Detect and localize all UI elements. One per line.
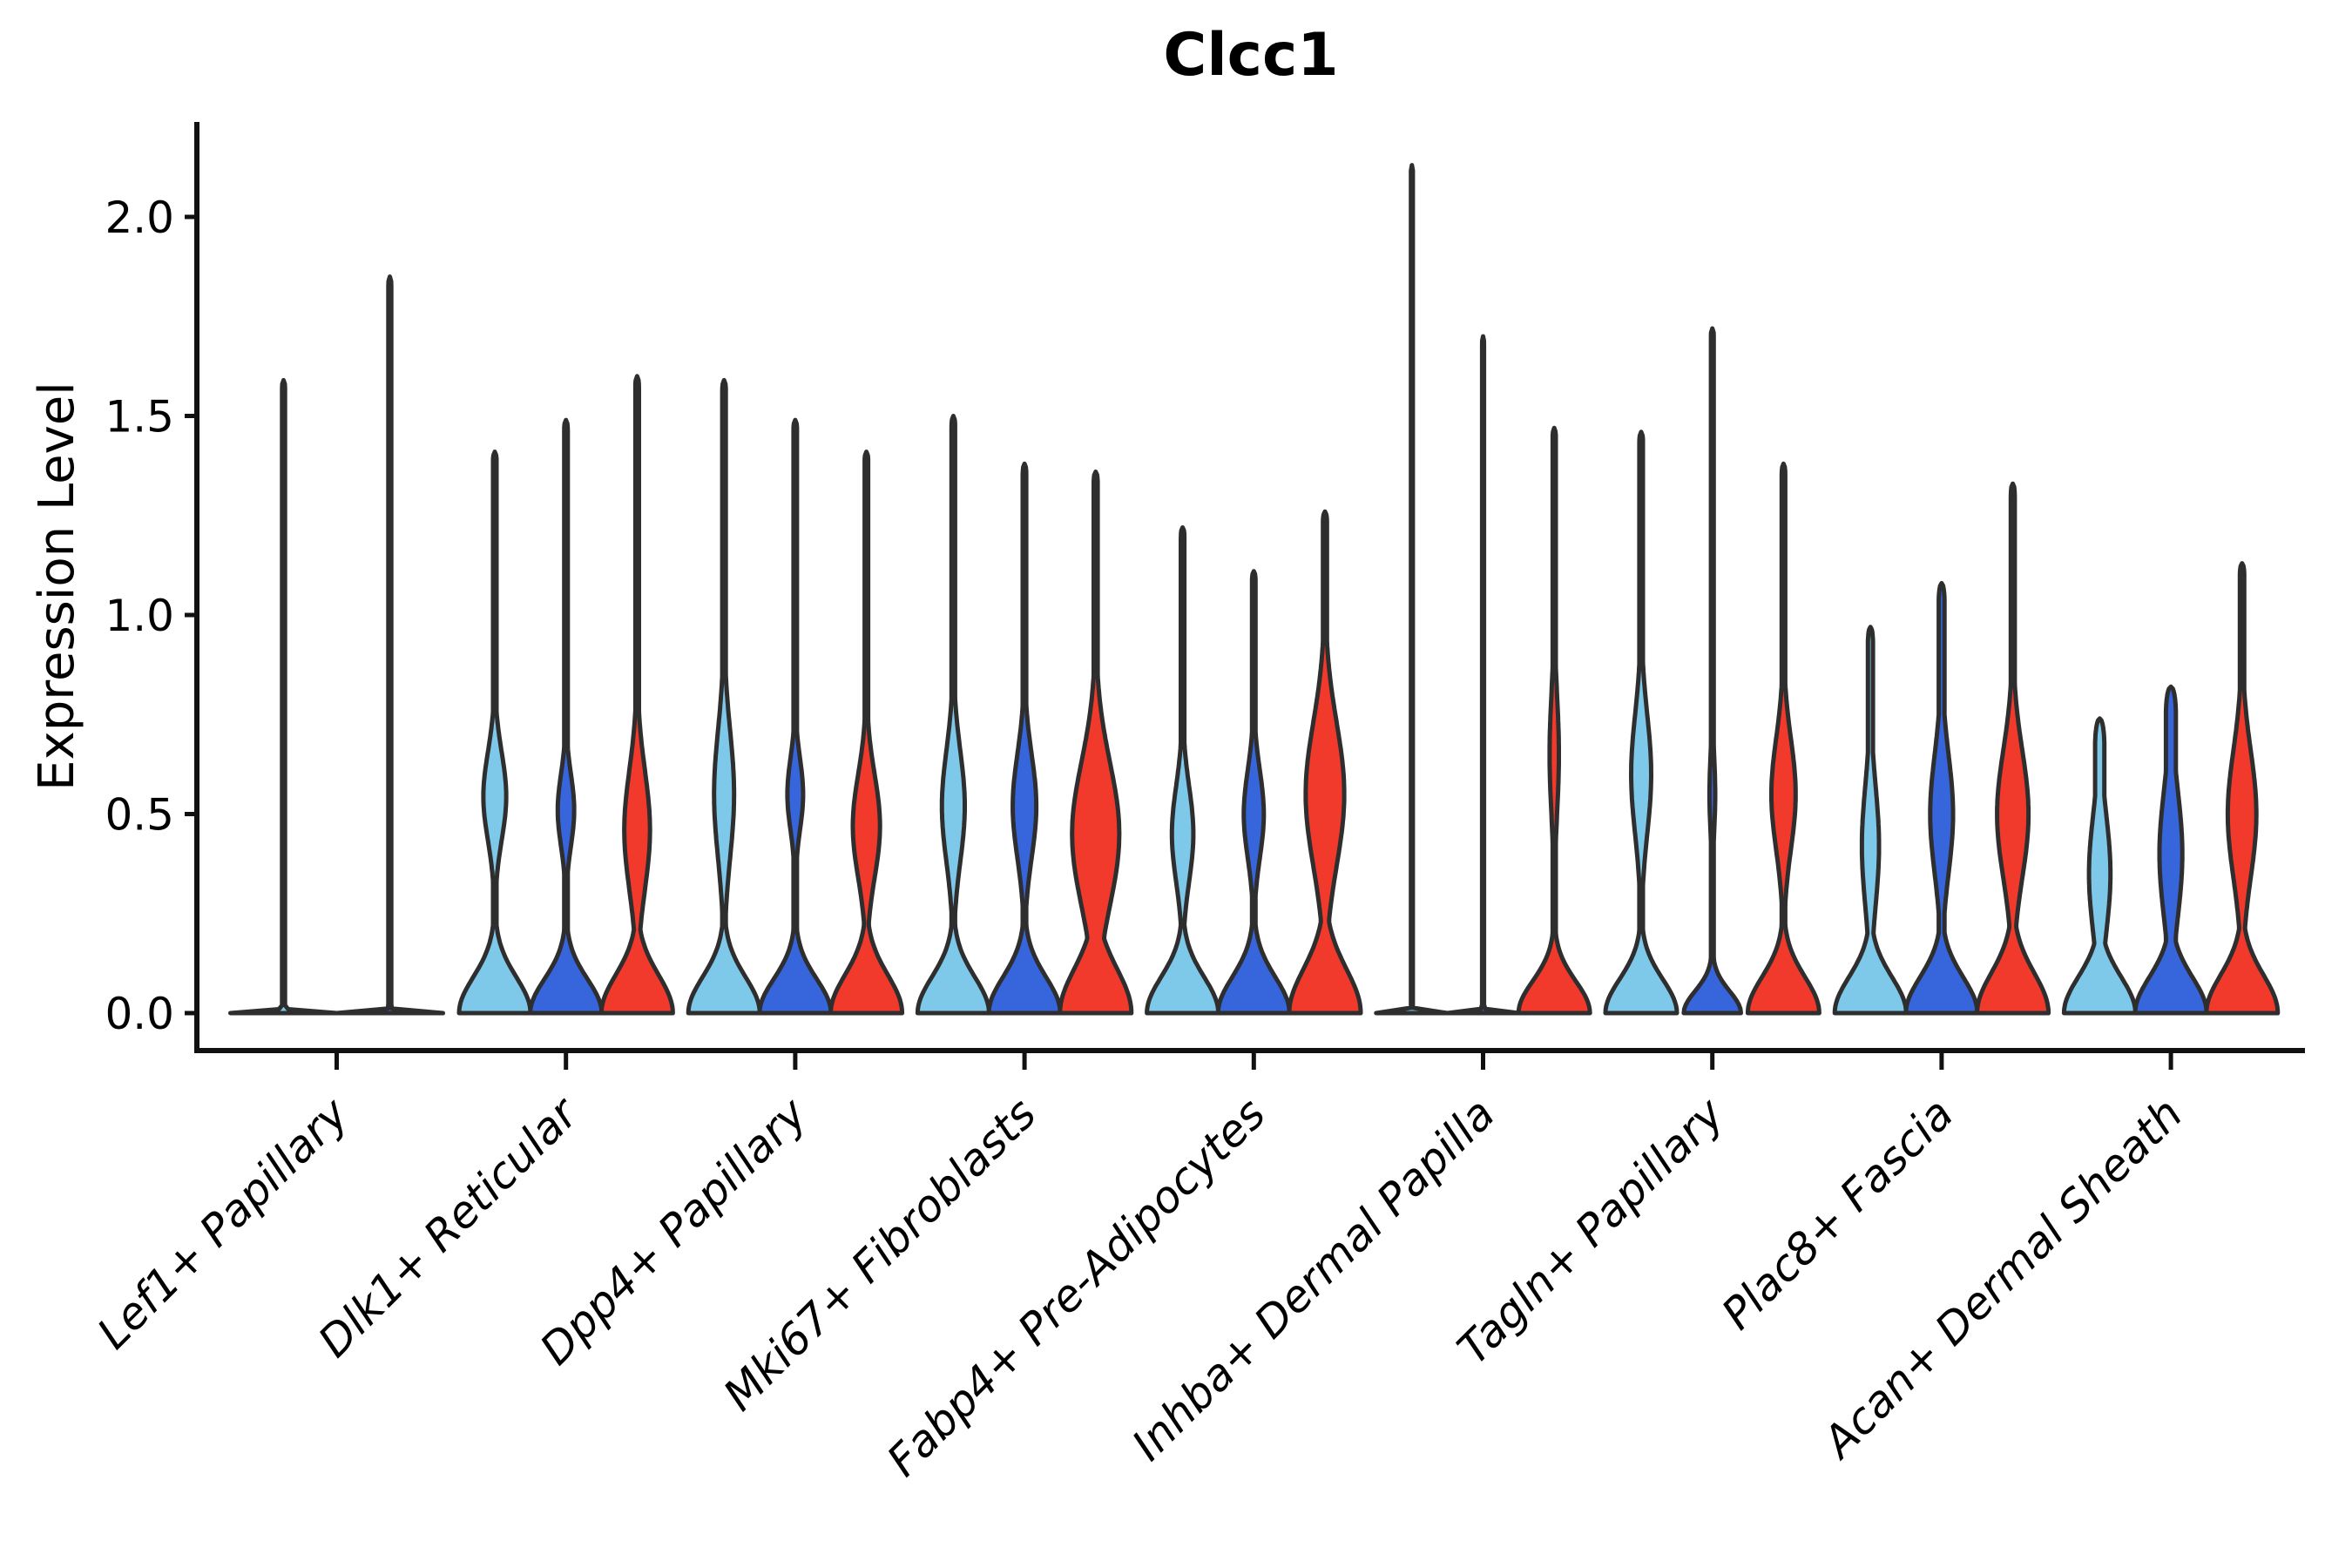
violin-dlk1-red [598,374,675,1016]
x-tick-label: Fabp4+ Pre-Adipocytes [877,1088,1275,1486]
violin-tagln-skyblue [1603,429,1680,1016]
violin-inhba-skyblue [1374,163,1450,1016]
x-tick-label: Acan+ Dermal Sheath [1812,1088,2193,1469]
violin-tagln-red [1745,461,1821,1016]
violin-fabp4-red [1287,509,1363,1016]
violin-inhba-royalblue [1445,334,1521,1016]
violin-acan-royalblue [2132,684,2209,1016]
violin-plac8-royalblue [1903,580,1980,1016]
violin-dpp4-skyblue [686,377,762,1016]
violin-lef1-skyblue [228,377,339,1016]
violin-dpp4-red [828,449,905,1016]
y-tick-label: 1.5 [105,392,174,443]
x-tick-label: Plac8+ Fascia [1712,1088,1963,1339]
violin-mki67-skyblue [915,414,991,1016]
violin-lef1-royalblue [335,274,445,1016]
violin-mki67-red [1058,470,1134,1016]
y-tick-label: 0.5 [105,790,174,841]
violin-mki67-royalblue [986,461,1063,1016]
violin-plac8-skyblue [1832,625,1909,1016]
y-tick-label: 1.0 [105,591,174,641]
x-tick-label: Inhba+ Dermal Papilla [1123,1088,1504,1470]
violin-dpp4-royalblue [757,417,834,1016]
violin-tagln-royalblue [1681,326,1743,1016]
violin-dlk1-royalblue [528,417,605,1016]
violin-acan-skyblue [2061,716,2138,1016]
violin-inhba-red [1516,425,1592,1016]
violin-fabp4-royalblue [1215,569,1292,1016]
page-title: Clcc1 [1163,21,1339,90]
x-tick-label: Lef1+ Papillary [88,1087,359,1358]
violin-plac8-red [1975,481,2051,1016]
violin-dlk1-skyblue [456,449,533,1016]
violin-fabp4-skyblue [1145,525,1221,1016]
y-tick-label: 0.0 [105,989,174,1039]
violin-acan-red [2204,561,2281,1016]
y-tick-label: 2.0 [105,193,174,243]
